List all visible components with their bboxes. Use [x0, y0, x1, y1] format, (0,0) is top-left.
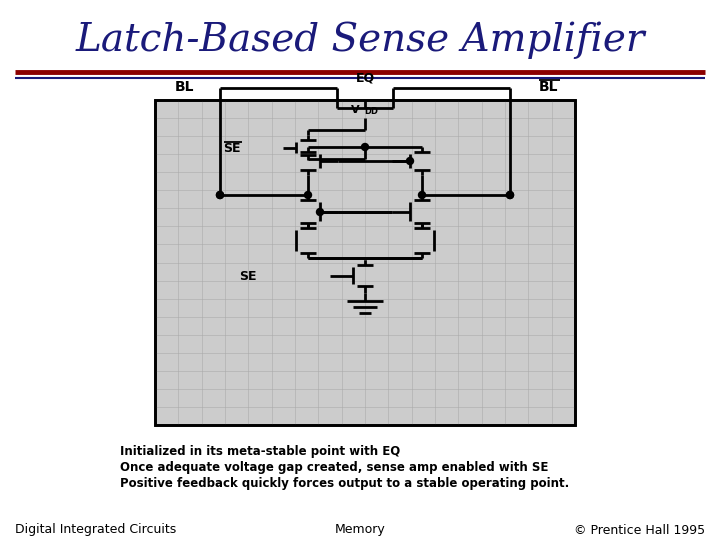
Circle shape [506, 192, 513, 199]
Text: Digital Integrated Circuits: Digital Integrated Circuits [15, 523, 176, 537]
Text: BL: BL [539, 80, 558, 94]
Text: BL: BL [175, 80, 194, 94]
Text: DD: DD [364, 107, 378, 117]
Circle shape [407, 158, 413, 165]
Bar [155, 100, 575, 425]
Circle shape [506, 192, 513, 199]
Circle shape [305, 192, 312, 199]
Circle shape [217, 192, 223, 199]
Bar [155, 100, 575, 425]
Text: Once adequate voltage gap created, sense amp enabled with SE: Once adequate voltage gap created, sense… [120, 462, 549, 475]
Text: V: V [351, 105, 359, 115]
Text: Initialized in its meta-stable point with EQ: Initialized in its meta-stable point wit… [120, 446, 400, 458]
Text: SE: SE [239, 269, 257, 282]
Circle shape [418, 192, 426, 199]
Circle shape [317, 208, 323, 215]
Text: Memory: Memory [335, 523, 385, 537]
Text: © Prentice Hall 1995: © Prentice Hall 1995 [574, 523, 705, 537]
Text: EQ: EQ [356, 71, 374, 84]
Circle shape [217, 192, 223, 199]
Circle shape [361, 144, 369, 151]
Text: SE: SE [223, 141, 240, 154]
Text: Positive feedback quickly forces output to a stable operating point.: Positive feedback quickly forces output … [120, 477, 570, 490]
Text: Latch-Based Sense Amplifier: Latch-Based Sense Amplifier [76, 21, 644, 59]
